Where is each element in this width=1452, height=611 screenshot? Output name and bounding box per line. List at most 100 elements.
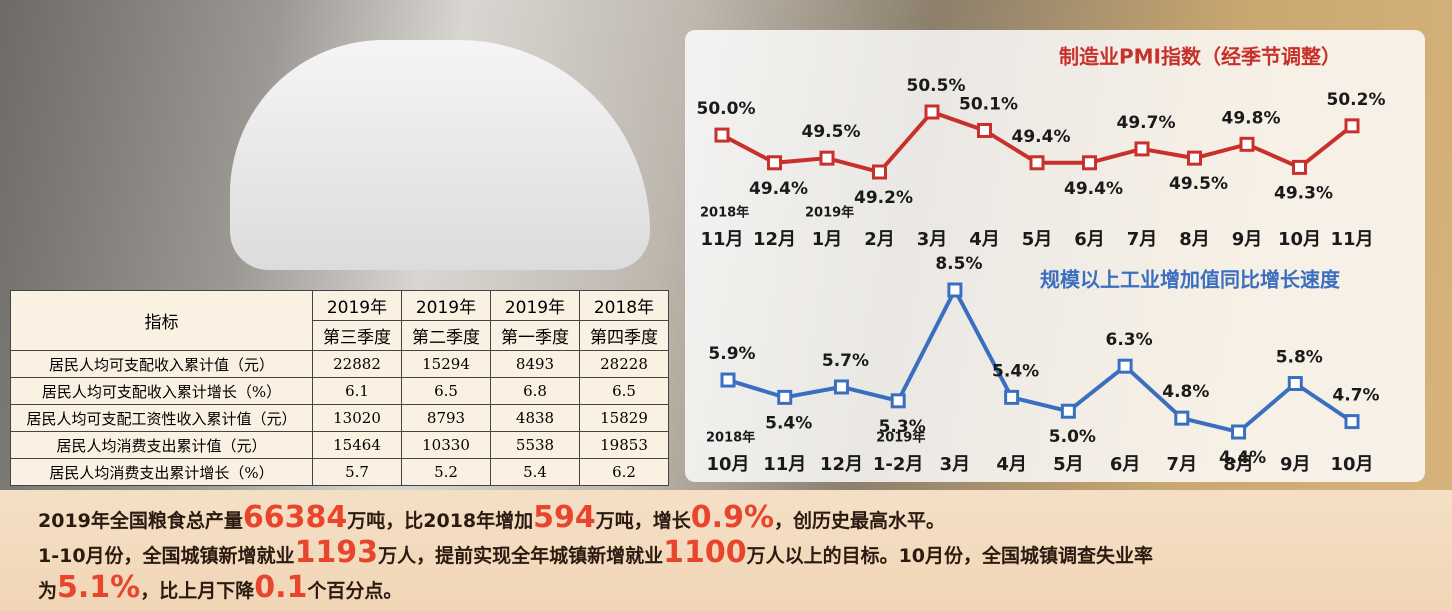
x-tick-label: 8月 (1223, 454, 1254, 475)
table-row: 居民人均消费支出累计增长（%）5.75.25.46.2 (11, 459, 669, 486)
value-label: 49.5% (802, 122, 861, 142)
x-tick-label: 11月 (763, 454, 806, 475)
note-text: ，比上月下降 (140, 580, 254, 602)
x-tick-label: 7月 (1127, 229, 1158, 250)
x-tick-label: 2月 (864, 229, 895, 250)
x-tick-label: 8月 (1179, 229, 1210, 250)
note-text: 万人，提前实现全年城镇新增就业 (378, 545, 663, 567)
table-cell: 5.2 (402, 459, 491, 486)
table-cell: 19853 (580, 432, 669, 459)
table-cell: 6.8 (491, 378, 580, 405)
value-label: 5.9% (708, 344, 755, 364)
x-tick-label: 9月 (1280, 454, 1311, 475)
note-text: 万人以上的目标。10月份，全国城镇调查失业率 (747, 545, 1153, 567)
table-cell: 6.5 (580, 378, 669, 405)
table-cell: 13020 (313, 405, 402, 432)
value-label: 5.7% (822, 351, 869, 371)
point-marker (1289, 378, 1301, 390)
table-row: 指标2019年2019年2019年2018年 (11, 291, 669, 321)
x-tick-label: 5月 (1022, 229, 1053, 250)
table-cell: 5538 (491, 432, 580, 459)
note-text: 2019年全国粮食总产量 (38, 510, 243, 532)
table-cell: 第四季度 (580, 321, 669, 351)
table-cell: 居民人均消费支出累计增长（%） (11, 459, 313, 486)
table-cell: 10330 (402, 432, 491, 459)
x-tick-label: 4月 (969, 229, 1000, 250)
note-text: 万吨，比2018年增加 (347, 510, 533, 532)
value-label: 5.0% (1049, 427, 1096, 447)
note-text: ，创历史最高水平。 (774, 510, 945, 532)
table-cell: 5.4 (491, 459, 580, 486)
table-cell: 28228 (580, 351, 669, 378)
note-text: 1-10月份，全国城镇新增就业 (38, 545, 295, 567)
highlight-number: 5.1% (57, 570, 140, 605)
highlight-number: 1193 (295, 535, 379, 570)
table-cell: 居民人均可支配收入累计值（元） (11, 351, 313, 378)
x-tick-label: 11月 (1330, 229, 1373, 250)
point-marker (979, 124, 991, 136)
x-tick-label: 1月 (812, 229, 843, 250)
note-text: 万吨，增长 (596, 510, 691, 532)
table-cell: 15829 (580, 405, 669, 432)
highlight-number: 594 (533, 500, 596, 535)
value-label: 49.2% (854, 188, 913, 208)
point-marker (1176, 412, 1188, 424)
point-marker (1346, 416, 1358, 428)
value-label: 49.3% (1274, 183, 1333, 203)
highlight-number: 0.1 (254, 570, 307, 605)
table-cell: 15464 (313, 432, 402, 459)
point-marker (1119, 360, 1131, 372)
table-cell: 4838 (491, 405, 580, 432)
point-marker (1062, 405, 1074, 417)
x-tick-label: 3月 (940, 454, 971, 475)
highlight-number: 0.9% (691, 500, 774, 535)
value-label: 50.1% (959, 94, 1018, 114)
point-marker (1006, 391, 1018, 403)
table-cell: 22882 (313, 351, 402, 378)
point-marker (949, 284, 961, 296)
point-marker (1084, 157, 1096, 169)
chart-title: 规模以上工业增加值同比增长速度 (1040, 268, 1341, 292)
table-cell: 2019年 (402, 291, 491, 321)
x-tick-label: 4月 (996, 454, 1027, 475)
point-marker (835, 381, 847, 393)
x-tick-label: 10月 (1330, 454, 1373, 475)
year-label: 2018年 (700, 205, 749, 221)
value-label: 50.0% (697, 99, 756, 119)
table-cell: 居民人均可支配工资性收入累计值（元） (11, 405, 313, 432)
point-marker (1241, 138, 1253, 150)
note-text: 为 (38, 580, 57, 602)
infographic: 制造业PMI指数（经季节调整）50.0%11月2018年49.4%12月49.5… (0, 0, 1452, 611)
x-tick-label: 6月 (1110, 454, 1141, 475)
point-marker (874, 166, 886, 178)
point-marker (1294, 161, 1306, 173)
table-cell: 2018年 (580, 291, 669, 321)
value-label: 50.2% (1327, 90, 1386, 110)
point-marker (722, 374, 734, 386)
value-label: 49.7% (1117, 113, 1176, 133)
value-label: 4.8% (1162, 382, 1209, 402)
point-marker (716, 129, 728, 141)
note-line: 2019年全国粮食总产量66384万吨，比2018年增加594万吨，增长0.9%… (38, 500, 945, 535)
table-cell: 第二季度 (402, 321, 491, 351)
x-tick-label: 3月 (917, 229, 948, 250)
x-tick-label: 1-2月 (873, 454, 924, 475)
chart-title: 制造业PMI指数（经季节调整） (1059, 45, 1341, 69)
value-label: 49.4% (749, 179, 808, 199)
table-cell: 第一季度 (491, 321, 580, 351)
point-marker (1189, 152, 1201, 164)
value-label: 4.7% (1332, 386, 1379, 406)
x-tick-label: 11月 (700, 229, 743, 250)
point-marker (892, 395, 904, 407)
x-tick-label: 10月 (1278, 229, 1321, 250)
x-tick-label: 10月 (706, 454, 749, 475)
note-line: 1-10月份，全国城镇新增就业1193万人，提前实现全年城镇新增就业1100万人… (38, 535, 1153, 570)
value-label: 6.3% (1106, 330, 1153, 350)
highlight-number: 66384 (243, 500, 347, 535)
point-marker (769, 157, 781, 169)
point-marker (1136, 143, 1148, 155)
table-cell: 第三季度 (313, 321, 402, 351)
